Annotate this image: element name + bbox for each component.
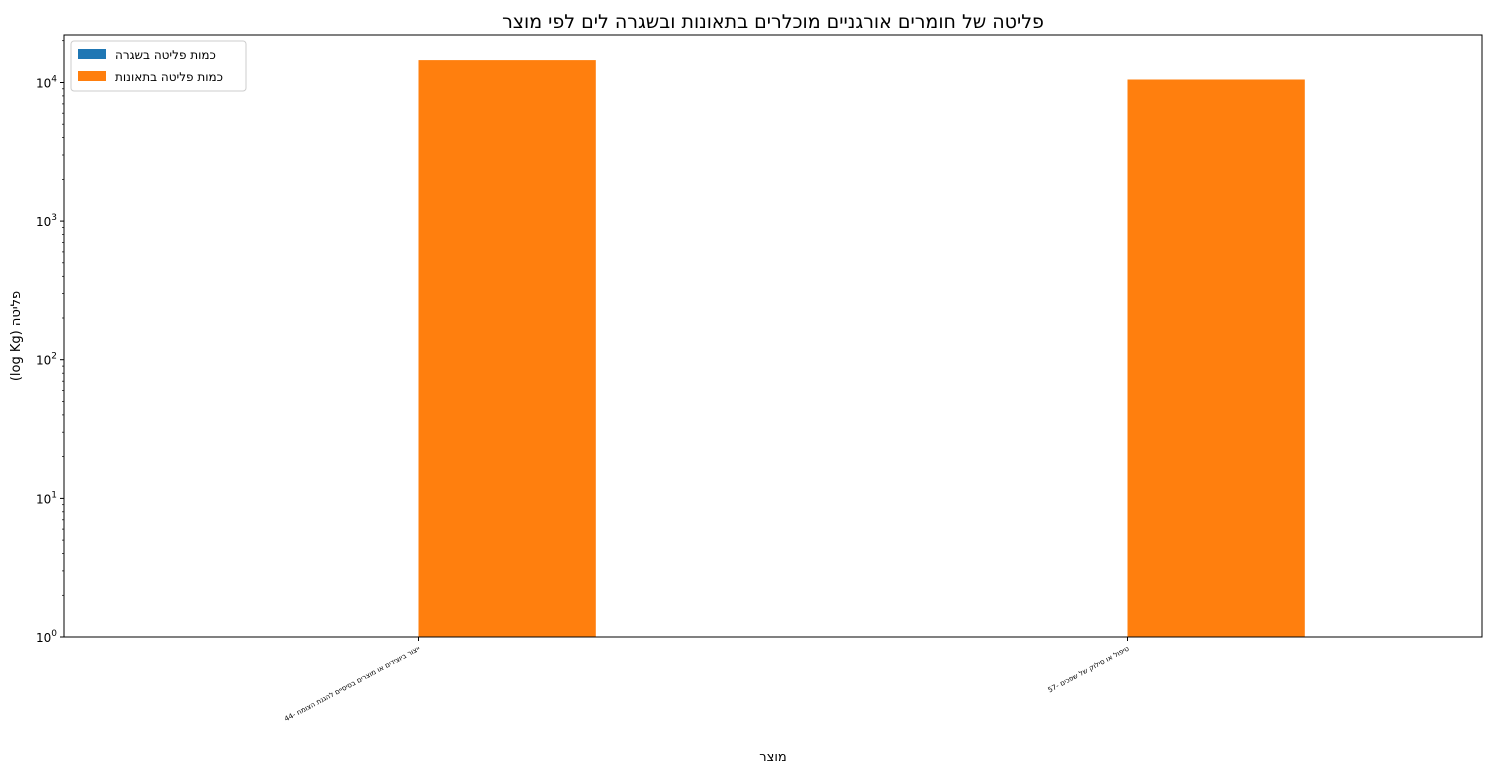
legend: כמות פליטה בשגרה כמות פליטה בתאונות [70,40,247,92]
y-tick-label: 101 [36,490,57,506]
x-axis-label: מוצר [759,750,786,765]
legend-swatch-accidents [78,71,106,81]
y-tick-label: 100 [36,629,57,645]
legend-frame [70,40,247,92]
bars-group [418,60,1305,638]
y-tick-label: 102 [36,352,57,368]
x-axis: 44- ייצור ביוצידים או מוצרים בסיסיים להג… [283,637,1131,723]
x-tick-label: 44- ייצור ביוצידים או מוצרים בסיסיים להג… [283,645,422,724]
y-axis: 100 101 102 103 104 [36,40,64,645]
plot-frame [63,34,1483,638]
y-axis-label: (log Kg) פליטה [9,291,24,381]
x-tick-label: 57- טיפול או סילוק של שפכים [1047,644,1131,694]
bar-series1-category0 [418,60,596,638]
bar-series1-category1 [1127,79,1305,637]
legend-swatch-routine [78,49,106,59]
legend-label-routine: כמות פליטה בשגרה [115,48,216,62]
chart-title: פליטה של חומרים אורגניים מוכלרים בתאונות… [502,11,1044,33]
legend-label-accidents: כמות פליטה בתאונות [115,70,223,84]
y-tick-label: 104 [36,75,57,91]
y-tick-label: 103 [36,213,57,229]
